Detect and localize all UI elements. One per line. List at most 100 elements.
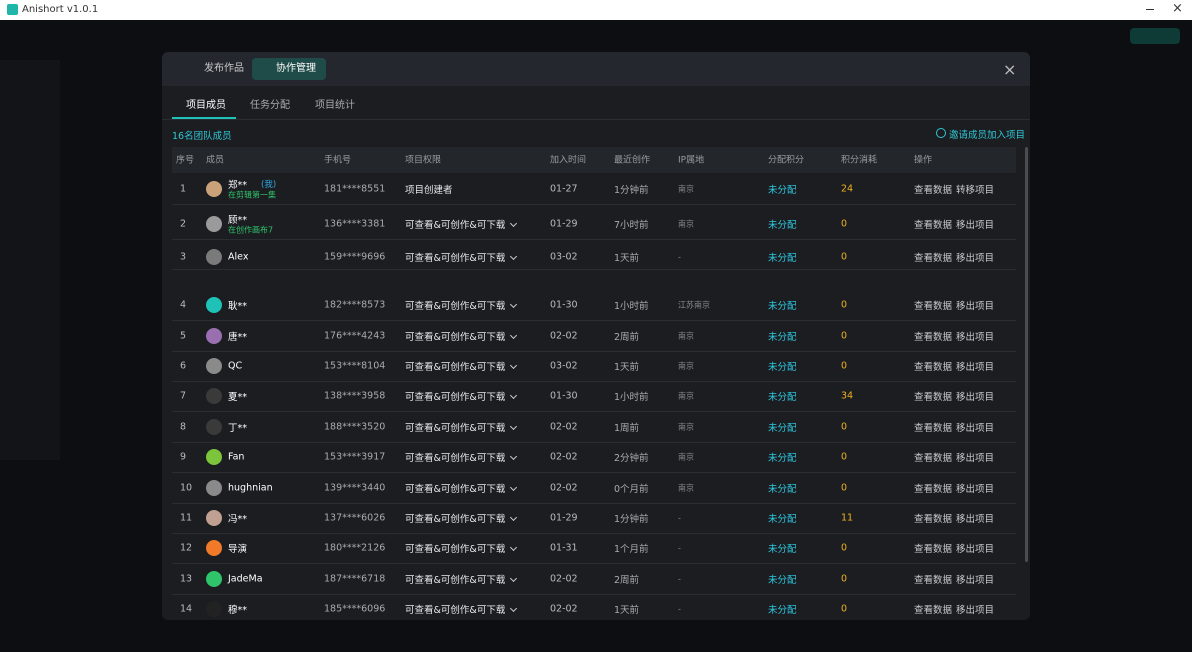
close-modal[interactable]: × [1003, 60, 1017, 79]
allocation[interactable]: 未分配 [768, 484, 797, 495]
row-index: 14 [180, 603, 193, 615]
action[interactable]: 转移项目 [956, 185, 995, 196]
action[interactable]: 查看数据 [914, 484, 953, 495]
allocation[interactable]: 未分配 [768, 362, 797, 373]
allocation[interactable]: 未分配 [768, 185, 797, 196]
permission[interactable]: 可查看&可创作&可下载 [405, 389, 516, 403]
tab[interactable]: 发布作品 [204, 63, 244, 74]
allocation[interactable]: 未分配 [768, 220, 797, 231]
action[interactable]: 查看数据 [914, 301, 953, 312]
row-separator [172, 594, 1016, 595]
row-index: 11 [180, 512, 193, 524]
allocation[interactable]: 未分配 [768, 392, 797, 403]
ip: 南京 [678, 184, 694, 194]
action[interactable]: 移出项目 [956, 332, 995, 343]
phone: 139****3440 [324, 482, 386, 494]
permission[interactable]: 可查看&可创作&可下载 [405, 602, 516, 616]
action[interactable]: 移出项目 [956, 605, 995, 616]
action[interactable]: 查看数据 [914, 362, 953, 373]
permission[interactable]: 可查看&可创作&可下载 [405, 298, 516, 312]
scrollbar[interactable] [1025, 147, 1028, 562]
subtab[interactable]: 任务分配 [250, 100, 290, 111]
last-active: 1天前 [614, 362, 640, 373]
ip: - [678, 513, 681, 523]
points: 0 [841, 360, 848, 372]
phone: 138****3958 [324, 390, 386, 402]
allocation[interactable]: 未分配 [768, 575, 797, 586]
tab[interactable]: 协作管理 [252, 58, 326, 80]
action[interactable]: 查看数据 [914, 253, 953, 264]
permission[interactable]: 可查看&可创作&可下载 [405, 450, 516, 464]
last-active: 1天前 [614, 253, 640, 264]
subtab[interactable]: 项目成员 [186, 100, 226, 111]
action[interactable]: 移出项目 [956, 253, 995, 264]
last-active: 1周前 [614, 423, 640, 434]
action[interactable]: 移出项目 [956, 453, 995, 464]
action[interactable]: 查看数据 [914, 423, 953, 434]
action[interactable]: 移出项目 [956, 484, 995, 495]
member-name: 耿** [228, 301, 248, 312]
permission[interactable]: 可查看&可创作&可下载 [405, 481, 516, 495]
allocation[interactable]: 未分配 [768, 332, 797, 343]
last-active: 1小时前 [614, 301, 649, 312]
allocation[interactable]: 未分配 [768, 605, 797, 616]
action[interactable]: 查看数据 [914, 332, 953, 343]
allocation[interactable]: 未分配 [768, 253, 797, 264]
action[interactable]: 移出项目 [956, 514, 995, 525]
action[interactable]: 移出项目 [956, 544, 995, 555]
action[interactable]: 查看数据 [914, 220, 953, 231]
action[interactable]: 查看数据 [914, 453, 953, 464]
action[interactable]: 移出项目 [956, 362, 995, 373]
phone: 136****3381 [324, 218, 386, 230]
permission[interactable]: 可查看&可创作&可下载 [405, 420, 516, 434]
action[interactable]: 移出项目 [956, 301, 995, 312]
phone: 188****3520 [324, 421, 386, 433]
invite-label[interactable]: 邀请成员加入项目 [949, 130, 1026, 141]
action[interactable]: 查看数据 [914, 544, 953, 555]
permission[interactable]: 可查看&可创作&可下载 [405, 572, 516, 586]
ip: 南京 [678, 391, 694, 401]
action[interactable]: 查看数据 [914, 514, 953, 525]
avatar [206, 358, 222, 374]
action[interactable]: 移出项目 [956, 575, 995, 586]
permission[interactable]: 可查看&可创作&可下载 [405, 359, 516, 373]
allocation[interactable]: 未分配 [768, 514, 797, 525]
joined: 01-30 [550, 390, 578, 402]
action[interactable]: 移出项目 [956, 392, 995, 403]
row-index: 4 [180, 299, 187, 311]
action[interactable]: 查看数据 [914, 575, 953, 586]
allocation[interactable]: 未分配 [768, 423, 797, 434]
last-active: 0个月前 [614, 484, 649, 495]
column-header: 分配积分 [768, 155, 805, 166]
allocation[interactable]: 未分配 [768, 301, 797, 312]
avatar [206, 216, 222, 232]
points: 0 [841, 542, 848, 554]
permission[interactable]: 可查看&可创作&可下载 [405, 329, 516, 343]
permission[interactable]: 可查看&可创作&可下载 [405, 511, 516, 525]
subtab[interactable]: 项目统计 [315, 100, 355, 111]
action[interactable]: 移出项目 [956, 220, 995, 231]
permission[interactable]: 可查看&可创作&可下载 [405, 217, 516, 231]
minimize[interactable] [1146, 9, 1154, 10]
action[interactable]: 查看数据 [914, 185, 953, 196]
action[interactable]: 查看数据 [914, 605, 953, 616]
ip: 南京 [678, 219, 694, 229]
invite-button[interactable]: 邀请成员加入项目 [936, 127, 1025, 141]
avatar [206, 601, 222, 617]
allocation[interactable]: 未分配 [768, 453, 797, 464]
action[interactable]: 移出项目 [956, 423, 995, 434]
last-active: 7小时前 [614, 220, 649, 231]
permission[interactable]: 可查看&可创作&可下载 [405, 250, 516, 264]
ip: 南京 [678, 361, 694, 371]
points: 0 [841, 482, 848, 494]
member-name: QC [228, 360, 243, 372]
member-name: 冯** [228, 514, 248, 525]
ip: 江苏南京 [678, 300, 710, 310]
divider [162, 119, 1030, 120]
allocation[interactable]: 未分配 [768, 544, 797, 555]
permission: 项目创建者 [405, 185, 453, 196]
permission[interactable]: 可查看&可创作&可下载 [405, 541, 516, 555]
close-window[interactable]: × [1172, 1, 1183, 16]
row-index: 12 [180, 542, 193, 554]
action[interactable]: 查看数据 [914, 392, 953, 403]
